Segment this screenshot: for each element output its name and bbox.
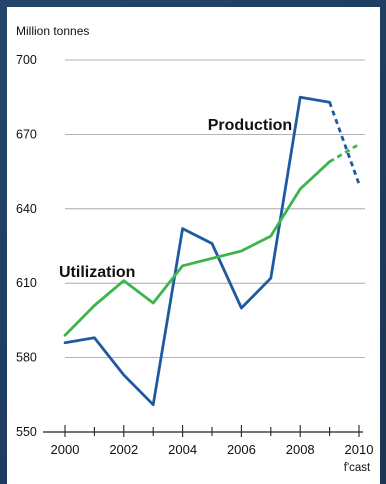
- series-labels: Production Utilization: [59, 117, 292, 281]
- x-tick-label-2004: 2004: [168, 442, 197, 457]
- production-forecast-line: [328, 101, 361, 185]
- utilization-forecast-line: [328, 143, 360, 163]
- production-line: [63, 95, 332, 407]
- y-tick-label-670: 670: [16, 127, 37, 141]
- x-tick-label-2002: 2002: [109, 442, 138, 457]
- chart-panel: Million tonnes 550 580 610 640 670 700 2000 20…: [7, 7, 380, 484]
- x-tick-label-2006: 2006: [227, 442, 256, 457]
- y-tick-label-640: 640: [16, 202, 37, 216]
- x-tick-label-2000: 2000: [51, 442, 80, 457]
- x-tick-label-2010: 2010: [345, 442, 374, 457]
- y-tick-label-580: 580: [16, 351, 37, 365]
- y-axis-label: Million tonnes: [16, 24, 90, 38]
- production-label: Production: [208, 117, 292, 134]
- forecast-label: f'cast: [344, 462, 371, 474]
- series-lines: [63, 95, 361, 407]
- gridlines: 550 580 610 640 670 700: [16, 53, 365, 439]
- y-tick-label-550: 550: [16, 425, 37, 439]
- x-tick-label-2008: 2008: [286, 442, 315, 457]
- y-tick-label-700: 700: [16, 53, 37, 67]
- y-tick-label-610: 610: [16, 276, 37, 290]
- x-axis: 2000 2002 2004 2006 2008 2010 f'cast: [43, 425, 373, 474]
- utilization-label: Utilization: [59, 264, 135, 281]
- utilization-line: [63, 160, 332, 337]
